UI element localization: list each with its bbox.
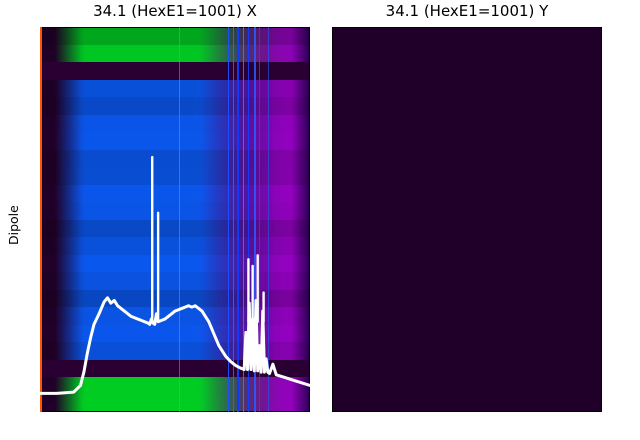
heatmap-row <box>40 184 310 203</box>
heatmap-row <box>40 79 310 98</box>
heatmap-row <box>40 114 310 133</box>
heatmap-streak <box>259 27 261 412</box>
heatmap-row <box>40 202 310 221</box>
heatmap-row <box>40 254 310 273</box>
panel-title-y: 34.1 (HexE1=1001) Y <box>385 2 549 20</box>
heatmap-row <box>40 62 310 81</box>
heatmap-row <box>40 289 310 308</box>
heatmap-row <box>40 97 310 116</box>
category-axis-right <box>602 27 640 412</box>
heatmap-streak <box>247 27 249 412</box>
heatmap-row <box>40 342 310 361</box>
heatmap-panel-x[interactable] <box>40 27 310 412</box>
heatmap-streak <box>254 27 256 412</box>
panel-title-x: 34.1 (HexE1=1001) X <box>93 2 257 20</box>
heatmap-streak <box>243 27 245 412</box>
heatmap-row <box>40 44 310 63</box>
heatmap-streak <box>227 27 230 412</box>
heatmap-row <box>40 27 310 46</box>
heatmap-streak <box>178 27 180 412</box>
heatmap-panel-y[interactable] <box>332 27 602 412</box>
category-axis-left <box>0 27 36 412</box>
heatmap-row <box>40 272 310 291</box>
heatmap-streak <box>268 27 270 412</box>
edge-stripe <box>40 27 42 412</box>
heatmap-row <box>40 132 310 151</box>
heatmap-streak <box>232 27 234 412</box>
heatmap-row <box>40 359 310 378</box>
heatmap-row <box>40 324 310 343</box>
heatmap-streak <box>237 27 240 412</box>
heatmap-row <box>40 149 310 168</box>
heatmap-row <box>40 167 310 186</box>
heatmap-row <box>40 307 310 326</box>
heatmap-row <box>40 219 310 238</box>
heatmap-row <box>40 377 310 396</box>
overlay-trace <box>40 155 310 395</box>
heatmap-row <box>40 394 310 412</box>
heatmap-row <box>40 237 310 256</box>
